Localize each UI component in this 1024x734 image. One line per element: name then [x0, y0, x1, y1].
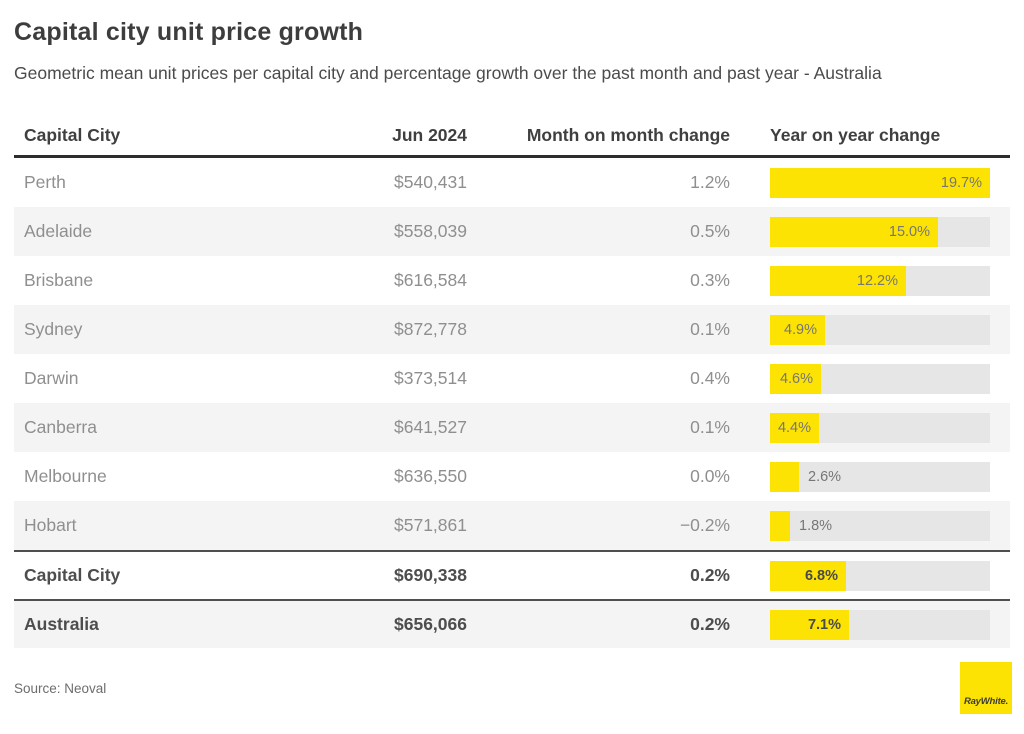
yoy-bar-track: 12.2% — [770, 265, 990, 296]
yoy-bar — [770, 265, 906, 296]
city-cell: Melbourne — [24, 466, 107, 486]
city-cell: Adelaide — [24, 221, 93, 241]
yoy-bar-track: 7.1% — [770, 609, 990, 640]
price-cell: $641,527 — [394, 417, 467, 437]
yoy-bar-track: 4.9% — [770, 314, 990, 345]
price-cell: $616,584 — [394, 270, 467, 290]
column-header-month-on-month: Month on month change — [526, 125, 730, 145]
yoy-change-cell: 12.2% — [730, 265, 1010, 296]
yoy-bar-track: 2.6% — [770, 461, 990, 492]
price-cell: $558,039 — [394, 221, 467, 241]
mom-change-cell: 0.2% — [690, 565, 730, 585]
column-header-capital-city: Capital City — [24, 125, 121, 145]
yoy-bar-track: 15.0% — [770, 216, 990, 247]
yoy-bar-track: 1.8% — [770, 510, 990, 541]
yoy-bar — [770, 167, 990, 198]
price-cell: $571,861 — [394, 515, 467, 535]
yoy-change-cell: 4.6% — [730, 363, 1010, 394]
price-cell: $690,338 — [394, 565, 467, 585]
table-row: Perth $540,431 1.2% 19.7% — [14, 158, 1010, 207]
mom-change-cell: −0.2% — [679, 515, 730, 535]
yoy-bar-label: 4.9% — [783, 321, 817, 338]
yoy-change-cell: 7.1% — [730, 609, 1010, 640]
yoy-bar — [770, 461, 799, 492]
city-cell: Capital City — [24, 565, 121, 585]
raywhite-logo-text: RayWhite. — [963, 696, 1009, 707]
yoy-bar-track: 4.4% — [770, 412, 990, 443]
price-cell: $872,778 — [394, 319, 467, 339]
table-row: Capital City $690,338 0.2% 6.8% — [14, 550, 1010, 599]
yoy-bar-track: 19.7% — [770, 167, 990, 198]
yoy-bar — [770, 609, 849, 640]
yoy-bar-track: 6.8% — [770, 560, 990, 591]
mom-change-cell: 0.1% — [690, 417, 730, 437]
yoy-bar — [770, 363, 821, 394]
yoy-bar — [770, 510, 790, 541]
table-row: Hobart $571,861 −0.2% 1.8% — [14, 501, 1010, 550]
footer: Source: Neoval RayWhite. — [14, 662, 1012, 714]
yoy-bar-label: 4.6% — [779, 370, 813, 387]
yoy-bar-label: 7.1% — [807, 616, 841, 633]
table-row: Canberra $641,527 0.1% 4.4% — [14, 403, 1010, 452]
mom-change-cell: 0.0% — [690, 466, 730, 486]
yoy-change-cell: 6.8% — [730, 560, 1010, 591]
mom-change-cell: 0.4% — [690, 368, 730, 388]
yoy-bar — [770, 412, 819, 443]
yoy-bar-label: 1.8% — [799, 517, 833, 534]
city-cell: Brisbane — [24, 270, 94, 290]
yoy-change-cell: 4.4% — [730, 412, 1010, 443]
yoy-change-cell: 1.8% — [730, 510, 1010, 541]
yoy-bar-label: 2.6% — [808, 468, 842, 485]
yoy-change-cell: 15.0% — [730, 216, 1010, 247]
yoy-bar-label: 6.8% — [804, 567, 838, 584]
yoy-bar-label: 19.7% — [940, 174, 982, 191]
mom-change-cell: 0.1% — [690, 319, 730, 339]
city-cell: Perth — [24, 172, 66, 192]
price-cell: $373,514 — [394, 368, 467, 388]
price-growth-table: Capital City Jun 2024 Month on month cha… — [14, 116, 1010, 648]
table-row: Darwin $373,514 0.4% 4.6% — [14, 354, 1010, 403]
column-header-jun-2024: Jun 2024 — [392, 125, 467, 145]
column-header-year-on-year: Year on year change — [770, 125, 941, 145]
page-title: Capital city unit price growth — [14, 18, 364, 46]
yoy-bar-label: 15.0% — [888, 223, 930, 240]
yoy-change-cell: 2.6% — [730, 461, 1010, 492]
table-row: Adelaide $558,039 0.5% 15.0% — [14, 207, 1010, 256]
yoy-bar — [770, 560, 846, 591]
city-cell: Sydney — [24, 319, 83, 339]
table-header-row: Capital City Jun 2024 Month on month cha… — [14, 116, 1010, 158]
table-row: Melbourne $636,550 0.0% 2.6% — [14, 452, 1010, 501]
table-row: Australia $656,066 0.2% 7.1% — [14, 599, 1010, 648]
table-body: Perth $540,431 1.2% 19.7% Adelaide $558,… — [14, 158, 1010, 648]
table-row: Brisbane $616,584 0.3% 12.2% — [14, 256, 1010, 305]
city-cell: Hobart — [24, 515, 77, 535]
yoy-bar-track: 4.6% — [770, 363, 990, 394]
table-row: Sydney $872,778 0.1% 4.9% — [14, 305, 1010, 354]
source-note: Source: Neoval — [14, 680, 107, 696]
mom-change-cell: 0.3% — [690, 270, 730, 290]
city-cell: Australia — [24, 614, 99, 634]
price-cell: $540,431 — [394, 172, 467, 192]
yoy-change-cell: 4.9% — [730, 314, 1010, 345]
city-cell: Darwin — [24, 368, 79, 388]
yoy-change-cell: 19.7% — [730, 167, 1010, 198]
page-subtitle: Geometric mean unit prices per capital c… — [14, 63, 882, 83]
raywhite-logo: RayWhite. — [960, 662, 1012, 714]
city-cell: Canberra — [24, 417, 97, 437]
price-cell: $656,066 — [394, 614, 467, 634]
yoy-bar — [770, 216, 938, 247]
mom-change-cell: 0.5% — [690, 221, 730, 241]
price-cell: $636,550 — [394, 466, 467, 486]
mom-change-cell: 1.2% — [690, 172, 730, 192]
mom-change-cell: 0.2% — [690, 614, 730, 634]
yoy-bar-label: 12.2% — [856, 272, 898, 289]
yoy-bar — [770, 314, 825, 345]
yoy-bar-label: 4.4% — [777, 419, 811, 436]
